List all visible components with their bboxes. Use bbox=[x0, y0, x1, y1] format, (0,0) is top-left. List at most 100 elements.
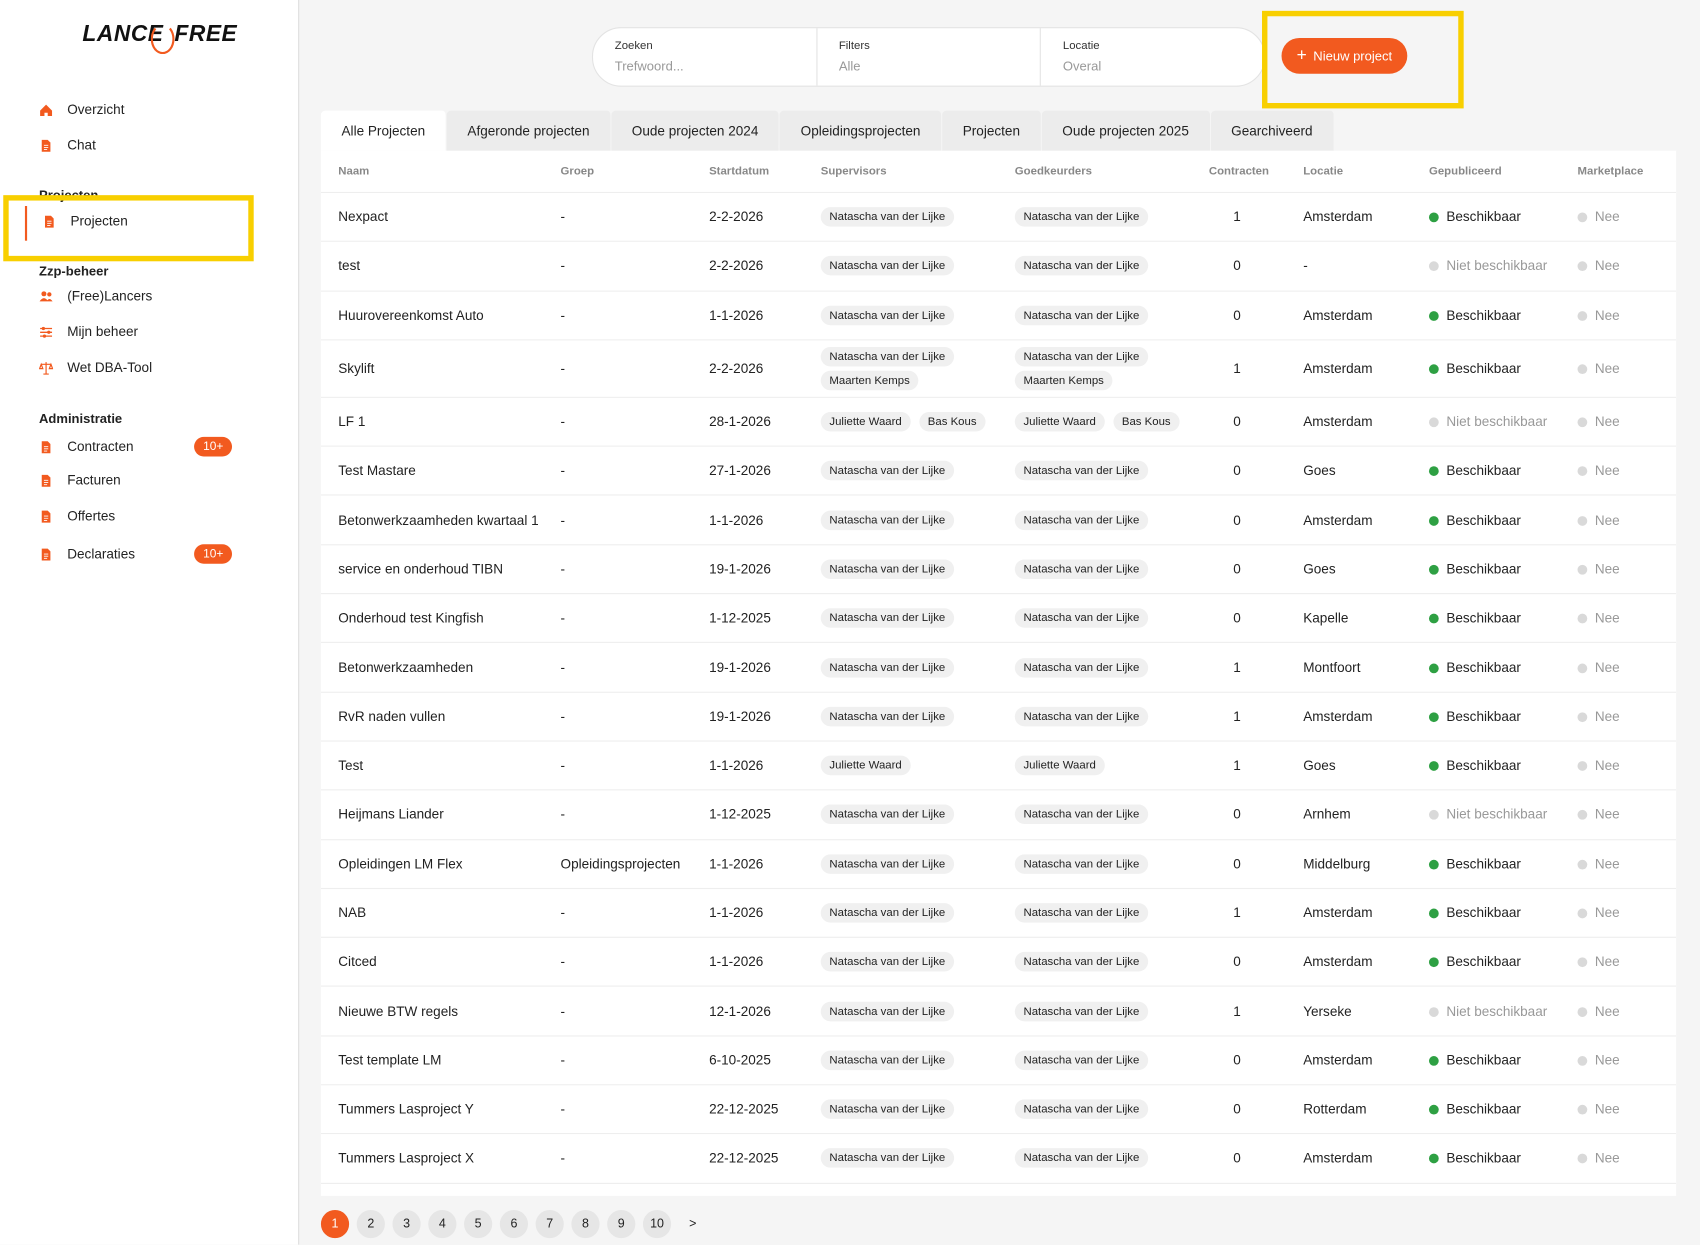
group: - bbox=[560, 708, 566, 725]
tab[interactable]: Alle Projecten bbox=[320, 110, 447, 151]
table-row[interactable]: service en onderhoud TIBN - 19-1-2026 Natas… bbox=[320, 545, 1677, 595]
column-header: Groep bbox=[560, 164, 595, 178]
person-chip: Natascha van der Lijke bbox=[1014, 1050, 1148, 1070]
table-row[interactable]: Onderhoud test Kingfish - 1-12-2025 Natasch… bbox=[320, 594, 1677, 644]
supervisors: Natascha van der Lijke bbox=[820, 1093, 1015, 1126]
page-button[interactable]: 10 bbox=[642, 1209, 672, 1239]
table-row[interactable]: Huurovereenkomst Auto - 1-1-2026 Natascha v… bbox=[320, 291, 1677, 341]
logo-left: LANCE bbox=[82, 21, 164, 47]
location: Amsterdam bbox=[1303, 1052, 1373, 1068]
marketplace: Nee bbox=[1577, 308, 1677, 323]
table-row[interactable]: Opleidingen LM Flex Opleidingsprojecten 1-… bbox=[320, 840, 1677, 889]
nav-item[interactable]: Offertes bbox=[39, 508, 232, 524]
tab[interactable]: Afgeronde projecten bbox=[446, 110, 612, 151]
marketplace: Nee bbox=[1577, 361, 1677, 376]
page-button[interactable]: 9 bbox=[607, 1209, 636, 1239]
person-chip: Juliette Waard bbox=[1014, 412, 1105, 432]
table-row[interactable]: RvR naden vullen - 19-1-2026 Natascha van d… bbox=[320, 692, 1677, 742]
approvers: Natascha van der Lijke bbox=[1014, 995, 1209, 1028]
marketplace-label: Nee bbox=[1594, 659, 1620, 675]
nav-item[interactable]: Mijn beheer bbox=[39, 324, 232, 339]
table-row[interactable]: Betonwerkzaamheden kwartaal 1 - 1-1-2026 Na… bbox=[320, 496, 1677, 546]
nav-item[interactable]: Overzicht bbox=[39, 102, 232, 117]
contracts: 1 bbox=[1233, 659, 1241, 675]
group: - bbox=[560, 659, 566, 675]
contracts: 0 bbox=[1233, 1101, 1241, 1117]
start-date: 2-2-2026 bbox=[709, 360, 764, 377]
table-row[interactable]: Tummers Lasproject X - 22-12-2025 Natascha … bbox=[320, 1134, 1677, 1184]
table-row[interactable]: Heijmans Liander - 1-12-2025 Natascha van d… bbox=[320, 791, 1677, 840]
person-chip: Natascha van der Lijke bbox=[820, 804, 954, 825]
nav-item[interactable]: Declaraties 10+ bbox=[39, 544, 233, 564]
contracts: 0 bbox=[1233, 856, 1241, 872]
column-header: Gepubliceerd bbox=[1428, 164, 1502, 178]
new-project-button[interactable]: + Nieuw project bbox=[1281, 37, 1408, 74]
table-row[interactable]: Test template LM - 6-10-2025 Natascha van d… bbox=[320, 1036, 1677, 1086]
published: Beschikbaar bbox=[1428, 308, 1578, 323]
nav-item[interactable]: Facturen bbox=[39, 473, 232, 488]
table-row[interactable]: Test - 1-1-2026 Juliette Waard Juliette Waar… bbox=[320, 742, 1677, 791]
tab[interactable]: Opleidingsprojecten bbox=[780, 110, 943, 151]
tab[interactable]: Oude projecten 2024 bbox=[611, 110, 781, 151]
nav-icon bbox=[39, 138, 53, 152]
group: - bbox=[560, 1101, 566, 1117]
location: Middelburg bbox=[1303, 856, 1371, 872]
table-row[interactable]: Betonwerkzaamheden - 19-1-2026 Natascha van… bbox=[320, 643, 1677, 693]
table-row[interactable]: LF 1-28-1-2026 Juliette Waard Bas Kous Juli… bbox=[320, 398, 1677, 447]
table-row[interactable]: Citced - 1-1-2026 Natascha van der Lijke Nat… bbox=[320, 938, 1677, 988]
marketplace: Nee bbox=[1577, 1004, 1677, 1019]
supervisors: Natascha van der Lijke Maarten Kemps bbox=[820, 340, 1015, 396]
table-row[interactable]: Skylift - 2-2-2026 Natascha van der Lijke Ma… bbox=[320, 340, 1677, 398]
nav-item[interactable]: Wet DBA-Tool bbox=[38, 360, 232, 375]
published: Niet beschikbaar bbox=[1428, 414, 1578, 429]
table-row[interactable]: test - 2-2-2026 Natascha van der Lijke Natas… bbox=[320, 242, 1677, 292]
search-field[interactable]: Zoeken Trefwoord... bbox=[593, 28, 818, 86]
person-chip: Natascha van der Lijke bbox=[1014, 510, 1148, 530]
nav-item[interactable]: Contracten 10+ bbox=[39, 436, 233, 457]
tab[interactable]: Projecten bbox=[942, 110, 1042, 151]
published: Beschikbaar bbox=[1428, 954, 1578, 970]
page-button[interactable]: 5 bbox=[464, 1209, 493, 1239]
page-button[interactable]: 4 bbox=[428, 1209, 457, 1239]
page-button[interactable]: 2 bbox=[356, 1209, 385, 1239]
tab[interactable]: Gearchiveerd bbox=[1210, 110, 1335, 151]
supervisors: Natascha van der Lijke bbox=[820, 455, 1015, 488]
page-button[interactable]: 3 bbox=[392, 1209, 421, 1239]
table-row[interactable]: Nieuwe BTW regels - 12-1-2026 Natascha van … bbox=[320, 987, 1677, 1037]
marketplace-label: Nee bbox=[1594, 209, 1620, 225]
location: Amsterdam bbox=[1303, 360, 1373, 377]
table-row[interactable]: Tummers Lasproject Y - 22-12-2025 Natascha … bbox=[320, 1085, 1677, 1135]
published: Beschikbaar bbox=[1428, 1151, 1578, 1166]
person-chip: Natascha van der Lijke bbox=[1014, 804, 1148, 825]
table-row[interactable]: Nexpact - 2-2-2026 Natascha van der Lijke Na… bbox=[320, 193, 1677, 243]
marketplace-label: Nee bbox=[1594, 610, 1620, 626]
marketplace: Nee bbox=[1577, 758, 1677, 773]
search-field[interactable]: Locatie Overal bbox=[1041, 28, 1264, 85]
page-button[interactable]: 1 bbox=[320, 1209, 350, 1239]
plus-icon: + bbox=[1296, 46, 1307, 65]
person-chip: Natascha van der Lijke bbox=[1014, 207, 1148, 227]
page-button[interactable]: 6 bbox=[499, 1209, 529, 1239]
nav-item[interactable]: Projecten bbox=[42, 214, 235, 229]
status-dot bbox=[1428, 310, 1439, 321]
column-header: Supervisors bbox=[820, 164, 887, 178]
nav-item[interactable]: (Free)Lancers bbox=[39, 288, 232, 304]
nav-label: Overzicht bbox=[67, 101, 125, 118]
page-button[interactable]: 8 bbox=[571, 1209, 600, 1239]
table-row[interactable]: NAB - 1-1-2026 Natascha van der Lijke Natasc… bbox=[320, 889, 1677, 939]
supervisors: Juliette Waard Bas Kous bbox=[820, 406, 1015, 439]
marketplace: Nee bbox=[1577, 709, 1677, 724]
tab[interactable]: Oude projecten 2025 bbox=[1041, 110, 1211, 151]
page-button[interactable]: 7 bbox=[535, 1209, 564, 1239]
nav-item[interactable]: Chat bbox=[39, 138, 232, 153]
search-label: Locatie bbox=[1062, 39, 1100, 53]
search-field[interactable]: Filters Alle bbox=[817, 28, 1042, 86]
published: Beschikbaar bbox=[1428, 1053, 1578, 1068]
table-row[interactable]: Test Mastare - 27-1-2026 Natascha van der L… bbox=[320, 447, 1677, 497]
page-button[interactable]: > bbox=[689, 1217, 697, 1231]
person-chip: Bas Kous bbox=[919, 412, 986, 432]
approvers: Juliette Waard bbox=[1014, 749, 1209, 782]
nav-label: Contracten bbox=[67, 439, 134, 455]
